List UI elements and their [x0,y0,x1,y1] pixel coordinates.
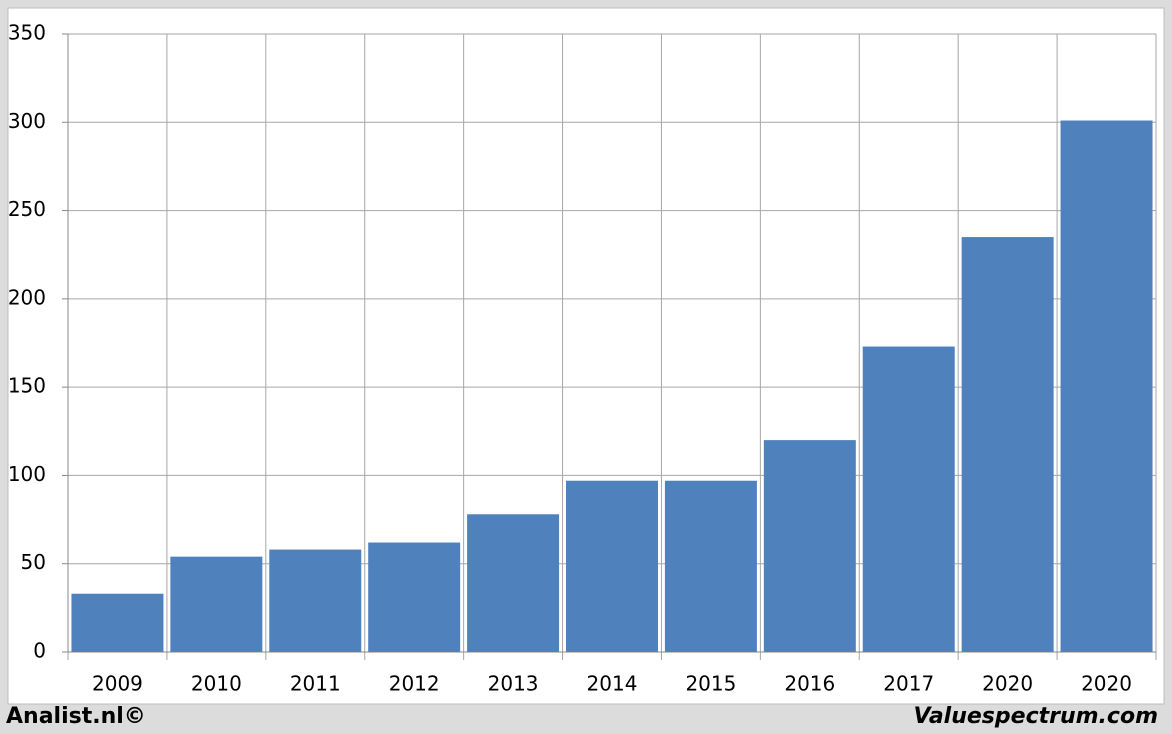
x-tick-label: 2020 [982,672,1033,696]
footer-left: Analist.nl© [6,704,146,729]
x-tick-label: 2015 [685,672,736,696]
x-tick-label: 2013 [488,672,539,696]
x-tick-label: 2016 [784,672,835,696]
footer-right: Valuespectrum.com [914,704,1158,729]
y-tick-label: 50 [21,550,46,574]
bar [170,556,263,652]
x-tick-label: 2009 [92,672,143,696]
bar [1060,120,1153,652]
bar [71,593,164,652]
y-tick-label: 150 [8,374,46,398]
y-tick-label: 0 [33,639,46,663]
bar [862,346,955,652]
y-tick-label: 300 [8,109,46,133]
bar [566,480,658,652]
bar [961,237,1054,653]
y-tick-label: 350 [8,21,46,45]
x-tick-label: 2010 [191,672,242,696]
x-tick-label: 2014 [587,672,638,696]
y-tick-label: 200 [8,285,46,309]
x-tick-label: 2020 [1081,672,1132,696]
bar [664,480,757,652]
x-tick-label: 2011 [290,672,341,696]
bar [763,440,856,652]
bar [368,542,461,652]
bar [467,514,560,652]
bar [269,549,362,652]
x-tick-label: 2012 [389,672,440,696]
y-tick-label: 250 [8,197,46,221]
x-tick-label: 2017 [883,672,934,696]
y-tick-label: 100 [8,462,46,486]
